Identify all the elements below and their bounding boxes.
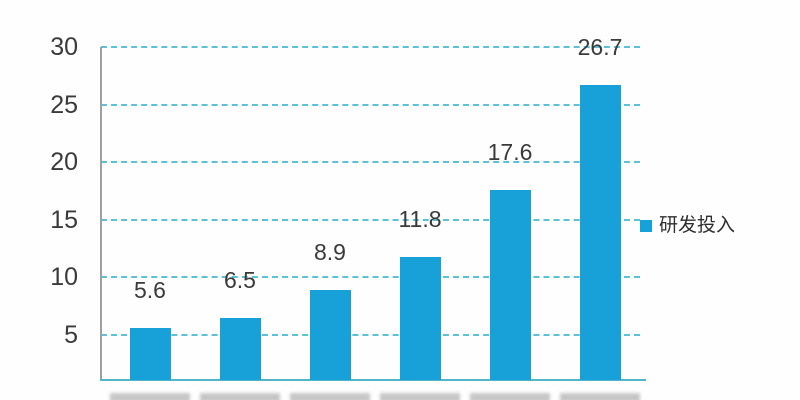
bar-1 [129, 328, 171, 380]
y-axis-line [100, 47, 102, 381]
cropped-x-label-fragment [470, 393, 550, 400]
y-tick-label-20: 20 [50, 148, 78, 177]
cropped-x-label-fragment [290, 393, 370, 400]
bar-4 [399, 256, 441, 380]
y-tick-label-25: 25 [50, 90, 78, 119]
bar-5 [489, 189, 531, 380]
bar-value-label-2: 6.5 [224, 266, 256, 293]
gridline-20 [101, 161, 640, 164]
y-tick-label-30: 30 [50, 33, 78, 61]
bar-value-label-4: 11.8 [398, 205, 442, 232]
bar-6 [579, 85, 621, 380]
bar-value-label-3: 8.9 [314, 239, 346, 266]
x-axis-baseline [100, 379, 646, 381]
y-tick-label-15: 15 [50, 205, 78, 234]
legend-series-label: 研发投入 [659, 215, 736, 236]
cropped-x-label-fragment [110, 393, 190, 400]
gridline-5 [101, 334, 640, 336]
legend: 研发投入 [640, 214, 735, 238]
cropped-x-label-fragment [380, 393, 460, 400]
gridline-10 [101, 276, 640, 279]
cropped-x-label-fragment [560, 393, 640, 400]
bar-value-label-1: 5.6 [134, 277, 166, 304]
bar-value-label-6: 26.7 [577, 34, 623, 61]
cropped-x-label-fragment [200, 393, 280, 400]
bar-value-label-5: 17.6 [487, 138, 533, 165]
gridline-25 [101, 103, 640, 106]
bar-2 [219, 317, 261, 380]
gridline-30 [101, 46, 640, 48]
y-tick-label-5: 5 [64, 321, 78, 349]
gridline-15 [101, 218, 640, 221]
bar-3 [309, 290, 351, 380]
y-tick-label-10: 10 [50, 263, 78, 292]
legend-color-swatch-icon [640, 220, 652, 232]
